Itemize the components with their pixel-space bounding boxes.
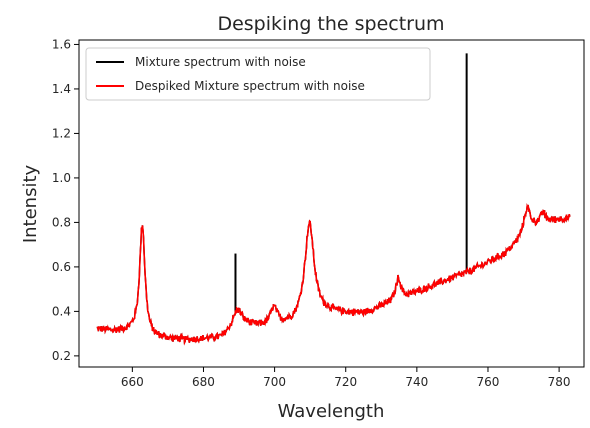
y-tick-label: 0.8 — [52, 215, 71, 229]
y-tick-label: 1.6 — [52, 37, 71, 51]
y-tick-label: 0.4 — [52, 304, 71, 318]
legend-label-despiked: Despiked Mixture spectrum with noise — [135, 79, 365, 93]
legend-label-raw: Mixture spectrum with noise — [135, 55, 306, 69]
x-tick-label: 780 — [548, 375, 571, 389]
x-tick-label: 680 — [192, 375, 215, 389]
x-tick-label: 760 — [477, 375, 500, 389]
y-tick-label: 1.0 — [52, 171, 71, 185]
y-tick-label: 1.2 — [52, 126, 71, 140]
x-tick-label: 700 — [263, 375, 286, 389]
x-axis: 660 680 700 720 740 760 780 — [121, 367, 571, 389]
legend: Mixture spectrum with noise Despiked Mix… — [85, 47, 431, 101]
y-tick-label: 0.6 — [52, 260, 71, 274]
x-tick-label: 740 — [405, 375, 428, 389]
y-tick-label: 1.4 — [52, 82, 71, 96]
chart-title: Despiking the spectrum — [217, 13, 444, 35]
legend-box — [85, 47, 431, 101]
x-tick-label: 660 — [121, 375, 144, 389]
y-axis-label: Intensity — [20, 164, 41, 243]
series-layer — [96, 53, 571, 346]
series-despiked-line — [96, 203, 571, 346]
y-tick-label: 0.2 — [52, 349, 71, 363]
y-axis: 0.2 0.4 0.6 0.8 1.0 1.2 1.4 1.6 — [52, 37, 79, 363]
plot-border — [78, 39, 585, 368]
x-axis-label: Wavelength — [278, 401, 385, 422]
x-tick-label: 720 — [334, 375, 357, 389]
